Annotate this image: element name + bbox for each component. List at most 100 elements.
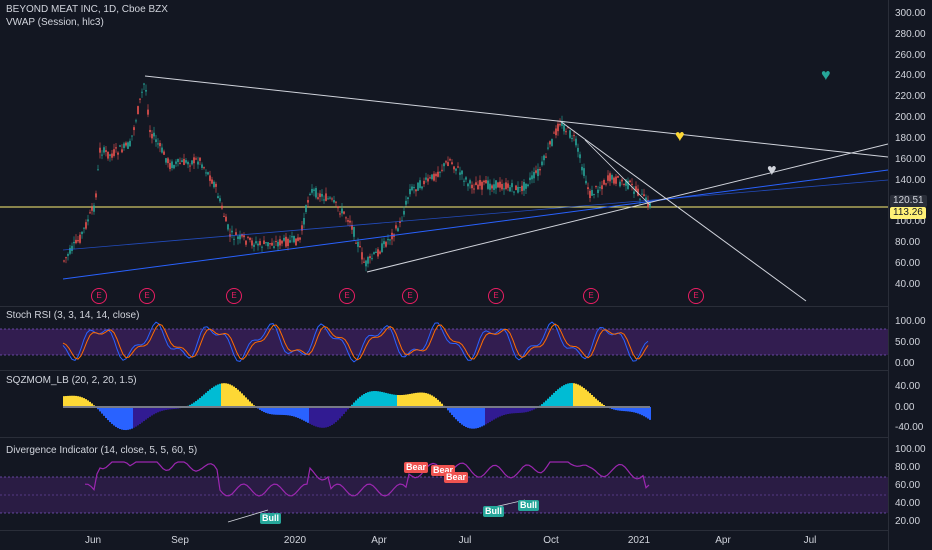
candle-body <box>417 182 419 191</box>
sqzmom-bar <box>447 407 449 411</box>
candle-body <box>459 172 461 175</box>
rsi-tick: 50.00 <box>895 337 921 348</box>
sqzmom-bar <box>531 407 533 411</box>
sqzmom-bar <box>449 407 451 413</box>
earnings-marker[interactable]: E <box>688 288 704 304</box>
sqzmom-bar <box>403 394 405 407</box>
sqzmom-bar <box>479 407 481 428</box>
pane-divider[interactable] <box>0 437 888 438</box>
sqzmom-bar <box>611 407 613 410</box>
earnings-marker[interactable]: E <box>139 288 155 304</box>
sqzmom-bar <box>543 402 545 407</box>
candle-body <box>135 120 137 122</box>
candle-body <box>397 228 399 232</box>
candle-body <box>505 182 507 189</box>
sqzmom-bar <box>201 396 203 407</box>
candle-body <box>205 172 207 174</box>
sqzmom-bar <box>591 394 593 407</box>
sqzmom-bar <box>431 395 433 407</box>
candle-body <box>83 227 85 229</box>
sqzmom-bar <box>555 391 557 407</box>
price-tick: 180.00 <box>895 133 926 144</box>
time-tick: Oct <box>543 535 559 546</box>
candle-body <box>123 143 125 148</box>
sqzmom-bar <box>439 401 441 407</box>
sqzmom-bar <box>199 397 201 407</box>
candle-body <box>357 241 359 247</box>
sqzmom-bar <box>471 407 473 429</box>
heart-icon[interactable]: ♥ <box>675 128 685 145</box>
candle-body <box>305 205 307 213</box>
sqzmom-bar <box>629 407 631 412</box>
candle-body <box>605 183 607 185</box>
earnings-marker[interactable]: E <box>91 288 107 304</box>
price-chart[interactable] <box>0 0 888 550</box>
candle-body <box>535 170 537 173</box>
sqzmom-bar <box>475 407 477 429</box>
sqzmom-bar <box>327 407 329 427</box>
candle-body <box>585 180 587 184</box>
vwap-legend[interactable]: VWAP (Session, hlc3) <box>6 17 104 28</box>
sqzmom-bar <box>587 391 589 407</box>
candle-body <box>169 163 171 170</box>
candle-body <box>183 158 185 165</box>
candle-body <box>239 234 241 240</box>
sqzmom-legend[interactable]: SQZMOM_LB (20, 2, 20, 1.5) <box>6 375 137 386</box>
earnings-marker[interactable]: E <box>583 288 599 304</box>
sqzmom-bar <box>575 383 577 407</box>
sqzmom-bar <box>375 391 377 407</box>
sqzmom-bar <box>73 395 75 407</box>
sqzmom-bar <box>229 384 231 407</box>
earnings-marker[interactable]: E <box>226 288 242 304</box>
candle-body <box>603 179 605 185</box>
candle-body <box>111 153 113 158</box>
candle-body <box>455 168 457 171</box>
sqzmom-bar <box>457 407 459 422</box>
candle-body <box>71 245 73 252</box>
candle-body <box>119 145 121 147</box>
divergence-legend[interactable]: Divergence Indicator (14, close, 5, 5, 6… <box>6 445 198 456</box>
vwap-line <box>62 179 888 251</box>
candle-body <box>407 197 409 200</box>
sqzmom-bar <box>515 407 517 414</box>
symbol-legend[interactable]: BEYOND MEAT INC, 1D, Cboe BZX <box>6 4 168 15</box>
sqzmom-bar <box>281 407 283 415</box>
sqzmom-bar <box>123 407 125 430</box>
sqzmom-bar <box>99 407 101 412</box>
earnings-marker[interactable]: E <box>339 288 355 304</box>
candle-body <box>269 243 271 245</box>
candle-body <box>533 172 535 179</box>
earnings-marker[interactable]: E <box>402 288 418 304</box>
sqzmom-bar <box>297 407 299 418</box>
heart-icon[interactable]: ♥ <box>821 67 831 84</box>
pane-divider[interactable] <box>0 370 888 371</box>
stoch-rsi-legend[interactable]: Stoch RSI (3, 3, 14, 14, close) <box>6 310 140 321</box>
sqzmom-bar <box>161 407 163 411</box>
sqzmom-bar <box>455 407 457 420</box>
candle-body <box>307 200 309 203</box>
pane-divider[interactable] <box>0 306 888 307</box>
sqzmom-bar <box>273 407 275 415</box>
time-tick: Apr <box>715 535 731 546</box>
heart-icon[interactable]: ♥ <box>767 162 777 179</box>
candle-body <box>253 244 255 247</box>
sqzmom-bar <box>521 407 523 413</box>
candle-body <box>375 251 377 253</box>
candle-body <box>479 180 481 186</box>
sqzmom-bar <box>343 407 345 414</box>
sqzmom-bar <box>233 386 235 407</box>
candle-body <box>219 198 221 202</box>
candle-body <box>175 161 177 164</box>
sqzmom-bar <box>491 407 493 421</box>
sqzmom-bar <box>377 391 379 407</box>
div-tick: 20.00 <box>895 516 921 527</box>
candle-body <box>475 182 477 186</box>
sqzmom-bar <box>195 401 197 407</box>
candle-body <box>619 181 621 187</box>
candle-body <box>595 186 597 188</box>
candle-body <box>379 251 381 254</box>
sqzmom-bar <box>267 407 269 414</box>
candle-body <box>167 158 169 164</box>
earnings-marker[interactable]: E <box>488 288 504 304</box>
price-scale[interactable] <box>888 0 932 550</box>
